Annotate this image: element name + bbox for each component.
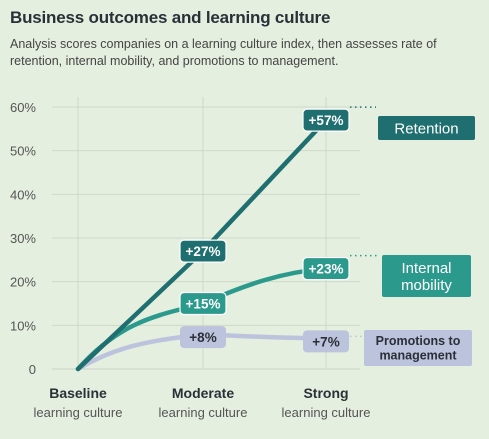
data-label-badge [303,330,349,353]
data-label: +23% [309,262,344,277]
x-tick-sublabel: learning culture [282,405,371,420]
data-label: +7% [312,334,339,349]
y-tick-label: 60% [10,100,36,115]
chart-subtitle: Analysis scores companies on a learning … [10,37,437,68]
data-label-badge [179,291,227,316]
data-label: +27% [186,244,221,259]
y-tick-label: 0 [29,362,36,377]
y-tick-label: 50% [10,144,36,159]
series-name-label: mobility [401,277,452,294]
series-line-internal-mobility [75,266,329,372]
data-labels: +27% +57% +15% +23% +8% +7% [179,108,350,353]
x-tick-label: Strong [303,385,348,401]
data-label-badge [302,108,350,132]
series-name-label: management [379,349,457,363]
y-tick-label: 30% [10,231,36,246]
y-tick-label: 40% [10,187,36,202]
x-tick-label: Baseline [49,385,107,401]
series-name-label: Promotions to [376,334,461,348]
series-tag-internal-mobility [382,255,471,297]
grid-lines [52,97,360,370]
x-tick-sublabel: learning culture [34,405,123,420]
data-label-badge [180,326,226,349]
data-label-badge [302,256,350,281]
data-label-badge [179,239,227,263]
series-tag-promotions [364,330,472,366]
data-label: +8% [189,330,216,345]
data-label: +15% [186,297,221,312]
chart-title: Business outcomes and learning culture [10,8,331,27]
series-tag-retention [378,116,475,140]
y-tick-label: 20% [10,275,36,290]
y-tick-label: 10% [10,318,36,333]
series-name-label: Internal [401,260,451,277]
x-axis-ticks: Baseline learning culture Moderate learning… [34,385,371,420]
series-name-label: Retention [394,120,458,137]
y-axis-ticks: 0 10% 20% 30% 40% 50% 60% [10,100,36,377]
x-tick-label: Moderate [172,385,234,401]
x-tick-sublabel: learning culture [159,405,248,420]
data-label: +57% [309,113,344,128]
